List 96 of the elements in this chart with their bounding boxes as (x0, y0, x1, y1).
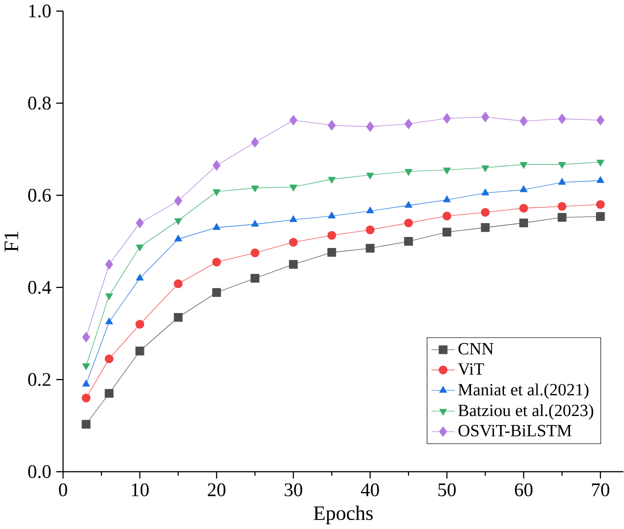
point (135, 320, 144, 329)
point (328, 120, 336, 131)
point (442, 212, 452, 221)
point (327, 231, 336, 240)
point (366, 206, 374, 214)
point (136, 274, 144, 281)
point (481, 188, 490, 196)
y-tick-label: 0.6 (28, 188, 51, 202)
point (480, 208, 490, 217)
point (442, 113, 451, 124)
point (558, 178, 566, 185)
point (290, 215, 298, 222)
point (288, 260, 298, 269)
point (596, 115, 604, 126)
y-tick-label: 1.0 (29, 4, 51, 18)
point (174, 279, 183, 288)
point (404, 218, 413, 228)
x-tick-label: 0 (59, 483, 68, 496)
y-tick-label: 0.2 (28, 373, 50, 386)
legend-label: OSViT-BiLSTM (458, 425, 572, 437)
y-tick-label: 0.0 (28, 465, 51, 478)
point (135, 346, 144, 356)
point (82, 394, 90, 402)
point (519, 218, 528, 228)
x-tick-label: 70 (592, 483, 610, 496)
point (328, 176, 336, 184)
point (174, 313, 183, 322)
legend-label: CNN (458, 343, 494, 355)
point (404, 201, 412, 208)
point (404, 237, 413, 246)
point (104, 389, 114, 398)
point (105, 259, 114, 270)
point (82, 364, 90, 370)
point (212, 288, 221, 297)
point (480, 223, 490, 232)
point (174, 196, 182, 206)
point (366, 172, 374, 180)
point (250, 274, 260, 283)
x-tick-label: 50 (438, 483, 456, 496)
legend-label: Maniat et al.(2021) (458, 384, 588, 400)
x-tick-label: 30 (284, 483, 302, 496)
point (366, 244, 374, 253)
point (481, 112, 490, 122)
point (82, 332, 90, 342)
legend-label: Batziou et al.(2023) (458, 404, 594, 420)
point (174, 234, 182, 242)
point (212, 189, 220, 196)
point (519, 204, 528, 213)
point (104, 354, 114, 364)
point (288, 238, 298, 247)
point (251, 220, 259, 227)
point (596, 160, 604, 167)
point (366, 226, 374, 234)
point (520, 186, 528, 192)
x-tick-label: 40 (360, 483, 379, 496)
y-tick-label: 0.4 (28, 281, 52, 294)
point (82, 380, 90, 387)
point (443, 168, 451, 174)
point (212, 223, 220, 230)
point (328, 212, 336, 218)
point (212, 160, 221, 171)
point (251, 137, 259, 148)
point (442, 228, 452, 237)
x-tick-label: 20 (208, 483, 226, 496)
point (520, 162, 528, 169)
x-tick-label: 10 (132, 483, 149, 496)
point (596, 212, 605, 221)
point (520, 116, 528, 126)
x-tick-label: 60 (514, 483, 532, 496)
x-axis-title: Epochs (314, 506, 373, 524)
point (251, 186, 259, 192)
point (596, 200, 605, 209)
point (289, 115, 298, 126)
point (443, 196, 451, 202)
point (558, 202, 566, 211)
point (136, 244, 144, 252)
point (105, 294, 113, 300)
point (212, 258, 221, 267)
point (82, 420, 90, 429)
point (596, 176, 604, 183)
point (105, 318, 113, 324)
point (250, 248, 260, 258)
point (558, 213, 566, 222)
point (404, 118, 412, 130)
point (558, 162, 566, 169)
point (174, 218, 182, 226)
y-tick-label: 0.8 (28, 96, 51, 110)
point (136, 218, 144, 228)
point (327, 248, 336, 257)
legend-label: ViT (458, 363, 484, 375)
point (558, 114, 566, 124)
point (404, 169, 412, 176)
point (290, 184, 298, 192)
point (481, 165, 490, 172)
point (366, 122, 374, 132)
y-axis-title: F1 (4, 232, 18, 252)
